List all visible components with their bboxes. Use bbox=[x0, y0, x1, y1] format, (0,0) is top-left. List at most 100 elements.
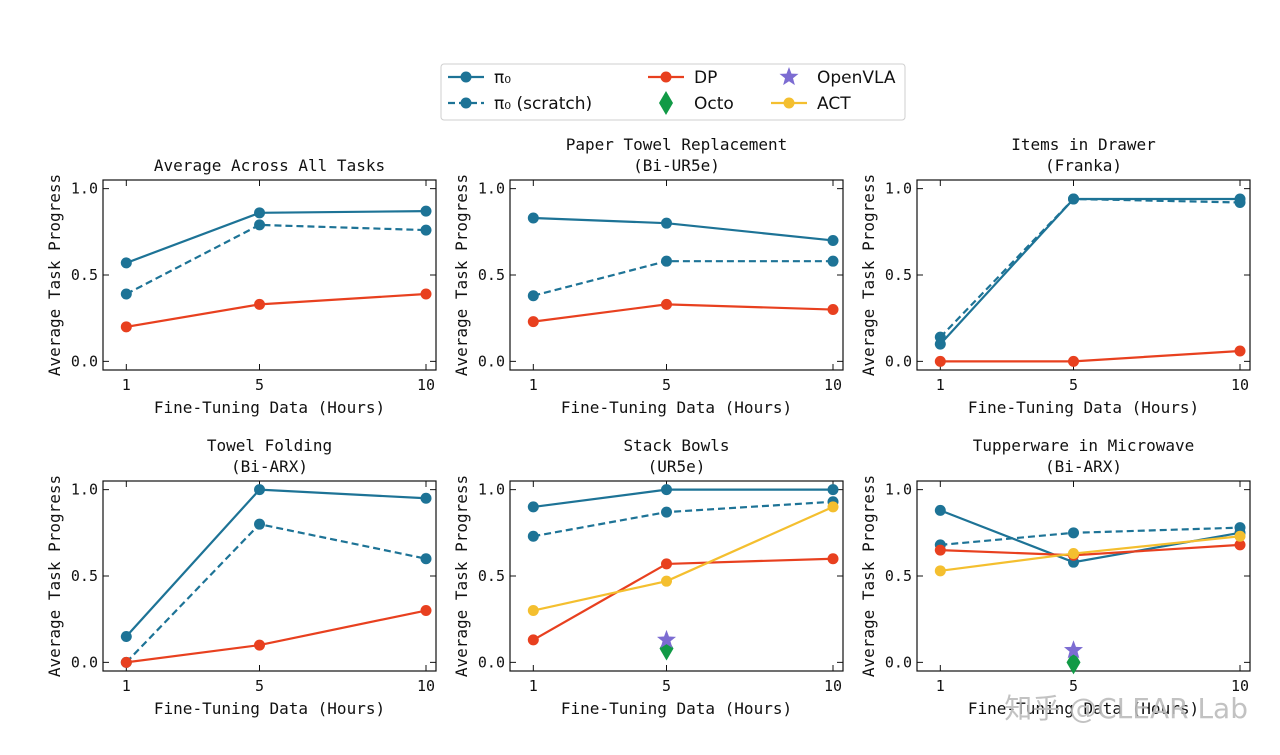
x-tick-label: 1 bbox=[936, 677, 945, 695]
y-tick-label: 1.0 bbox=[71, 180, 98, 198]
legend-label: π₀ (scratch) bbox=[494, 94, 592, 114]
data-point bbox=[827, 484, 839, 496]
x-axis-label: Fine-Tuning Data (Hours) bbox=[561, 398, 792, 417]
subplot-title: Items in Drawer bbox=[1011, 135, 1156, 154]
x-tick-label: 10 bbox=[417, 677, 435, 695]
data-point bbox=[1234, 522, 1246, 534]
subplot-average-across-all-tasks: Average Across All Tasks 0.0 0.5 1.0 1 5 10 Fin… bbox=[45, 156, 437, 417]
data-point bbox=[420, 553, 432, 565]
data-point bbox=[661, 298, 673, 310]
data-point bbox=[420, 205, 432, 217]
x-tick-label: 10 bbox=[824, 376, 842, 394]
legend-item-act: ACT bbox=[771, 94, 851, 114]
y-tick-label: 1.0 bbox=[478, 180, 505, 198]
series-pi0-scratch bbox=[527, 255, 839, 302]
data-point bbox=[827, 255, 839, 267]
x-axis-label: Fine-Tuning Data (Hours) bbox=[561, 699, 792, 718]
y-tick-label: 1.0 bbox=[885, 481, 912, 499]
data-point bbox=[661, 575, 673, 587]
data-point bbox=[934, 565, 946, 577]
subplot-title: (UR5e) bbox=[648, 457, 706, 476]
subplot-title: Tupperware in Microwave bbox=[973, 436, 1195, 455]
series-pi0 bbox=[120, 484, 432, 642]
x-tick-label: 1 bbox=[529, 376, 538, 394]
legend-marker bbox=[660, 71, 672, 83]
watermark: 知乎 @CLEAR Lab bbox=[1004, 692, 1248, 725]
x-tick-label: 1 bbox=[122, 376, 131, 394]
series-line bbox=[125, 223, 427, 295]
series-dp bbox=[934, 345, 1246, 367]
series-line bbox=[939, 197, 1241, 345]
subplot-title: (Franka) bbox=[1045, 156, 1122, 175]
data-point bbox=[420, 605, 432, 617]
series-line bbox=[533, 303, 834, 323]
data-point bbox=[1068, 355, 1080, 367]
legend-marker bbox=[779, 67, 799, 86]
series-line bbox=[126, 609, 427, 664]
y-tick-label: 0.0 bbox=[71, 653, 98, 671]
data-point bbox=[827, 304, 839, 316]
data-point bbox=[1068, 527, 1080, 539]
y-tick-label: 0.0 bbox=[885, 653, 912, 671]
data-point bbox=[254, 518, 266, 530]
x-axis-label: Fine-Tuning Data (Hours) bbox=[968, 398, 1199, 417]
legend-item-pi0-scratch: π₀ (scratch) bbox=[448, 94, 592, 114]
data-point bbox=[527, 212, 539, 224]
legend-marker bbox=[460, 71, 472, 83]
data-point bbox=[120, 630, 132, 642]
data-point bbox=[661, 217, 673, 229]
series-pi0-scratch bbox=[527, 496, 839, 542]
x-tick-label: 10 bbox=[417, 376, 435, 394]
subplot-title: Towel Folding bbox=[207, 436, 332, 455]
series-pi0 bbox=[120, 205, 432, 269]
y-axis-label: Average Task Progress bbox=[45, 174, 64, 376]
data-point bbox=[661, 506, 673, 518]
data-point bbox=[527, 316, 539, 328]
plot-frame bbox=[509, 179, 844, 371]
subplot-towel-folding: Towel Folding (Bi-ARX) 0.0 0.5 1.0 1 5 10 Fine-T… bbox=[45, 436, 437, 718]
subplot-title: Average Across All Tasks bbox=[154, 156, 385, 175]
series-dp bbox=[934, 539, 1246, 561]
y-tick-label: 1.0 bbox=[885, 180, 912, 198]
legend-label: OpenVLA bbox=[817, 68, 896, 88]
plot-frame bbox=[916, 480, 1251, 672]
series-dp bbox=[527, 553, 839, 646]
legend-label: Octo bbox=[694, 94, 734, 114]
x-tick-label: 5 bbox=[662, 376, 671, 394]
point-openvla bbox=[1064, 640, 1084, 659]
series-pi0 bbox=[934, 504, 1246, 568]
series-line bbox=[532, 557, 834, 641]
data-point bbox=[1234, 539, 1246, 551]
series-line bbox=[533, 260, 834, 297]
series-line bbox=[125, 488, 427, 638]
subplot-title: (Bi-ARX) bbox=[1045, 457, 1122, 476]
data-point bbox=[254, 219, 266, 231]
data-point bbox=[527, 290, 539, 302]
series-line bbox=[533, 216, 834, 242]
series-line bbox=[125, 209, 427, 264]
y-tick-label: 0.0 bbox=[71, 352, 98, 370]
y-tick-label: 0.5 bbox=[71, 567, 98, 585]
y-tick-label: 0.0 bbox=[478, 352, 505, 370]
data-point bbox=[254, 207, 266, 219]
y-tick-label: 1.0 bbox=[478, 481, 505, 499]
legend-item-pi0: π₀ bbox=[448, 68, 511, 88]
y-tick-label: 0.5 bbox=[478, 266, 505, 284]
series-act bbox=[527, 501, 839, 617]
data-point bbox=[527, 634, 539, 646]
plot-frame bbox=[916, 179, 1251, 371]
series-act bbox=[934, 530, 1246, 577]
data-point bbox=[1234, 196, 1246, 208]
series-line bbox=[533, 505, 834, 612]
series-pi0-scratch bbox=[120, 219, 432, 300]
series-line bbox=[940, 526, 1241, 547]
legend-label: ACT bbox=[817, 94, 851, 114]
x-tick-label: 10 bbox=[1231, 376, 1249, 394]
subplot-tupperware-in-microwave: Tupperware in Microwave (Bi-ARX) 0.0 0.5 1.0… bbox=[859, 436, 1251, 718]
x-tick-label: 5 bbox=[1069, 376, 1078, 394]
data-point bbox=[934, 331, 946, 343]
subplot-title: Stack Bowls bbox=[624, 436, 730, 455]
data-point bbox=[120, 257, 132, 269]
y-axis-label: Average Task Progress bbox=[859, 475, 878, 677]
